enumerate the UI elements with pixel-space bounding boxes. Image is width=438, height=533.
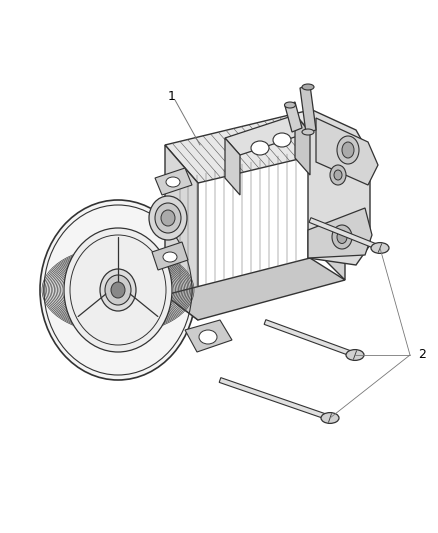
Polygon shape	[225, 138, 240, 195]
Polygon shape	[308, 108, 370, 265]
Ellipse shape	[166, 177, 180, 187]
Ellipse shape	[321, 413, 339, 423]
Ellipse shape	[334, 170, 342, 180]
Ellipse shape	[105, 275, 131, 305]
Ellipse shape	[161, 210, 175, 226]
Polygon shape	[308, 208, 372, 258]
Ellipse shape	[149, 196, 187, 240]
Polygon shape	[295, 115, 310, 175]
Ellipse shape	[302, 129, 314, 135]
Polygon shape	[152, 242, 188, 270]
Polygon shape	[300, 85, 316, 133]
Ellipse shape	[337, 136, 359, 164]
Polygon shape	[310, 110, 345, 280]
Text: 2: 2	[418, 349, 426, 361]
Polygon shape	[165, 110, 345, 183]
Ellipse shape	[302, 84, 314, 90]
Ellipse shape	[64, 228, 172, 352]
Polygon shape	[155, 168, 192, 195]
Ellipse shape	[40, 200, 196, 380]
Polygon shape	[225, 115, 310, 155]
Ellipse shape	[332, 225, 352, 249]
Ellipse shape	[346, 350, 364, 360]
Ellipse shape	[100, 269, 136, 311]
Ellipse shape	[342, 142, 354, 158]
Polygon shape	[165, 145, 198, 320]
Ellipse shape	[163, 252, 177, 262]
Polygon shape	[316, 118, 378, 185]
Ellipse shape	[199, 330, 217, 344]
Polygon shape	[309, 217, 381, 251]
Ellipse shape	[251, 141, 269, 155]
Ellipse shape	[330, 165, 346, 185]
Polygon shape	[185, 320, 232, 352]
Text: 1: 1	[168, 90, 176, 102]
Ellipse shape	[337, 230, 347, 244]
Polygon shape	[264, 320, 356, 357]
Polygon shape	[219, 378, 331, 421]
Polygon shape	[285, 102, 302, 132]
Ellipse shape	[155, 203, 181, 233]
Polygon shape	[165, 258, 345, 320]
Ellipse shape	[285, 102, 296, 108]
Ellipse shape	[371, 243, 389, 253]
Ellipse shape	[273, 133, 291, 147]
Ellipse shape	[111, 282, 125, 298]
